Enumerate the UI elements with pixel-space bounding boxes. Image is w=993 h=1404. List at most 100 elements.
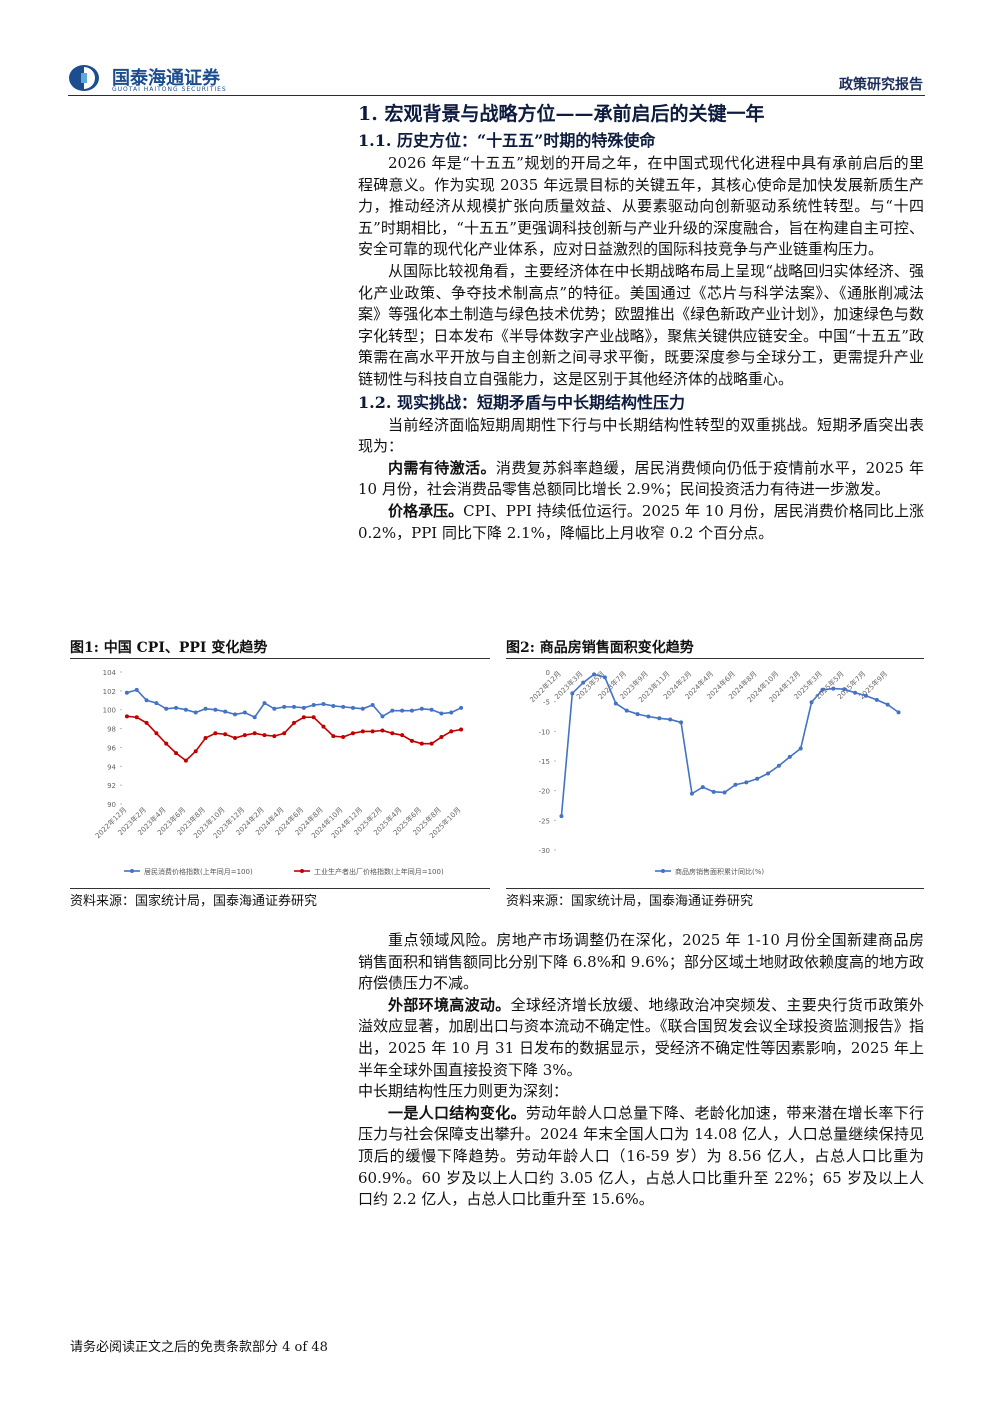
series-point (301, 715, 306, 720)
paragraph: 中长期结构性压力则更为深刻： (358, 1081, 924, 1103)
series-point (321, 724, 326, 729)
series-point (144, 698, 149, 703)
y-tick-label: 92 (107, 782, 116, 790)
series-point (624, 708, 629, 713)
figure-caption: 图2: 商品房销售面积变化趋势 (506, 640, 694, 656)
paragraph-text: 中长期结构性压力则更为深刻： (358, 1082, 569, 1101)
paragraph-text: 从国际比较视角看，主要经济体在中长期战略布局上呈现“战略回归实体经济、强化产业政… (358, 261, 924, 388)
series-point (144, 720, 149, 725)
series-point (183, 758, 188, 763)
paragraph-text: 全球经济增长放缓、地缘政治冲突频发、主要央行货币政策外溢效应显著，加剧出口与资本… (358, 995, 924, 1079)
paragraph: 从国际比较视角看，主要经济体在中长期战略布局上呈现“战略回归实体经济、强化产业政… (358, 261, 924, 391)
series-point (341, 735, 346, 740)
y-tick-label: -30 (539, 847, 550, 855)
y-tick-label: 98 (107, 726, 116, 734)
series-point (360, 706, 365, 711)
series-point (449, 729, 454, 734)
series-point (203, 736, 208, 740)
series-point (711, 789, 716, 794)
series-point (559, 814, 564, 819)
y-tick-label: -20 (539, 788, 550, 796)
series-point (390, 731, 395, 736)
series-point (193, 710, 198, 715)
figure-rule (506, 888, 924, 889)
series-point (331, 734, 336, 739)
series-point (874, 697, 879, 702)
y-tick-label: 96 (107, 744, 116, 752)
series-point (776, 763, 781, 768)
series-point (439, 735, 444, 740)
series-point (223, 709, 228, 714)
series-point (321, 702, 326, 707)
paragraph-lead: 价格承压。 (388, 501, 464, 520)
series-point (350, 731, 355, 736)
legend-swatch (661, 869, 665, 873)
series-point (668, 717, 673, 722)
series-point (635, 712, 640, 717)
series-point (409, 738, 414, 743)
y-tick-label: 94 (107, 763, 116, 771)
brand: 国泰海通证券 (112, 68, 220, 89)
series-point (390, 708, 395, 713)
series-point (429, 741, 434, 746)
series-point (400, 708, 405, 713)
series-point (400, 733, 405, 738)
series-point (798, 746, 803, 751)
legend-label: 居民消费价格指数(上年同月=100) (144, 867, 253, 876)
chart: 90929496981001021042022年12月2023年2月2023年4… (93, 669, 464, 876)
series-point (213, 707, 218, 712)
paragraph: 价格承压。CPI、PPI 持续低位运行。2025 年 10 月份，居民消费价格同… (358, 501, 924, 544)
series-point (896, 710, 901, 715)
legend-label: 商品房销售面积累计同比(%) (675, 867, 764, 876)
series-point (223, 732, 228, 737)
series-point (174, 751, 179, 756)
series-point (700, 785, 705, 790)
series-point (419, 741, 424, 746)
y-tick-label: 100 (103, 707, 116, 715)
logo (69, 65, 99, 91)
series-point (722, 790, 727, 795)
chart: -30-25-20-15-10-502022年12月2023年3月2023年5月… (528, 669, 901, 876)
series-point (233, 736, 238, 740)
series-point (409, 708, 414, 713)
series-point (380, 728, 385, 733)
figure-rule (70, 658, 490, 659)
series-point (459, 727, 464, 732)
series-point (311, 703, 316, 707)
y-tick-label: -15 (539, 758, 550, 766)
series-point (370, 729, 375, 734)
series-point (252, 715, 257, 720)
series-point (174, 705, 179, 710)
series-point (164, 741, 169, 746)
paragraph: 2026 年是“十五五”规划的开局之年，在中国式现代化进程中具有承前启后的里程碑… (358, 153, 924, 261)
paragraph: 一是人口结构变化。劳动年龄人口总量下降、老龄化加速，带来潜在增长率下行压力与社会… (358, 1103, 924, 1211)
figure-rule (506, 658, 924, 659)
paragraph-lead: 内需有待激活。 (388, 458, 496, 477)
footer: 请务必阅读正文之后的免责条款部分 4 of 48 (70, 1340, 328, 1355)
text-column: 重点领域风险。房地产市场调整仍在深化，2025 年 1-10 月份全国新建商品房… (358, 930, 924, 1211)
series-point (350, 705, 355, 710)
series-point (370, 703, 375, 707)
paragraph-lead: 一是人口结构变化。 (388, 1103, 526, 1122)
series-point (134, 687, 139, 692)
series-point (134, 715, 139, 720)
series-point (863, 693, 868, 698)
series-point (331, 703, 336, 708)
series-point (252, 731, 257, 736)
series-point (272, 706, 277, 711)
legend-swatch (130, 869, 134, 873)
y-tick-label: 104 (103, 669, 117, 677)
y-tick-label: -25 (539, 817, 550, 825)
series-point (124, 690, 129, 695)
series-point (233, 712, 238, 717)
series-point (831, 686, 836, 691)
series-point (203, 706, 208, 711)
series-point (154, 731, 159, 736)
legend-label: 工业生产者出厂价格指数(上年同月=100) (314, 867, 444, 876)
series-point (885, 702, 890, 707)
series-point (301, 705, 306, 710)
series-point (602, 675, 607, 680)
paragraph: 当前经济面临短期周期性下行与中长期结构性转型的双重挑战。短期矛盾突出表现为： (358, 415, 924, 458)
legend-swatch (300, 869, 304, 873)
header-rule (68, 95, 925, 96)
